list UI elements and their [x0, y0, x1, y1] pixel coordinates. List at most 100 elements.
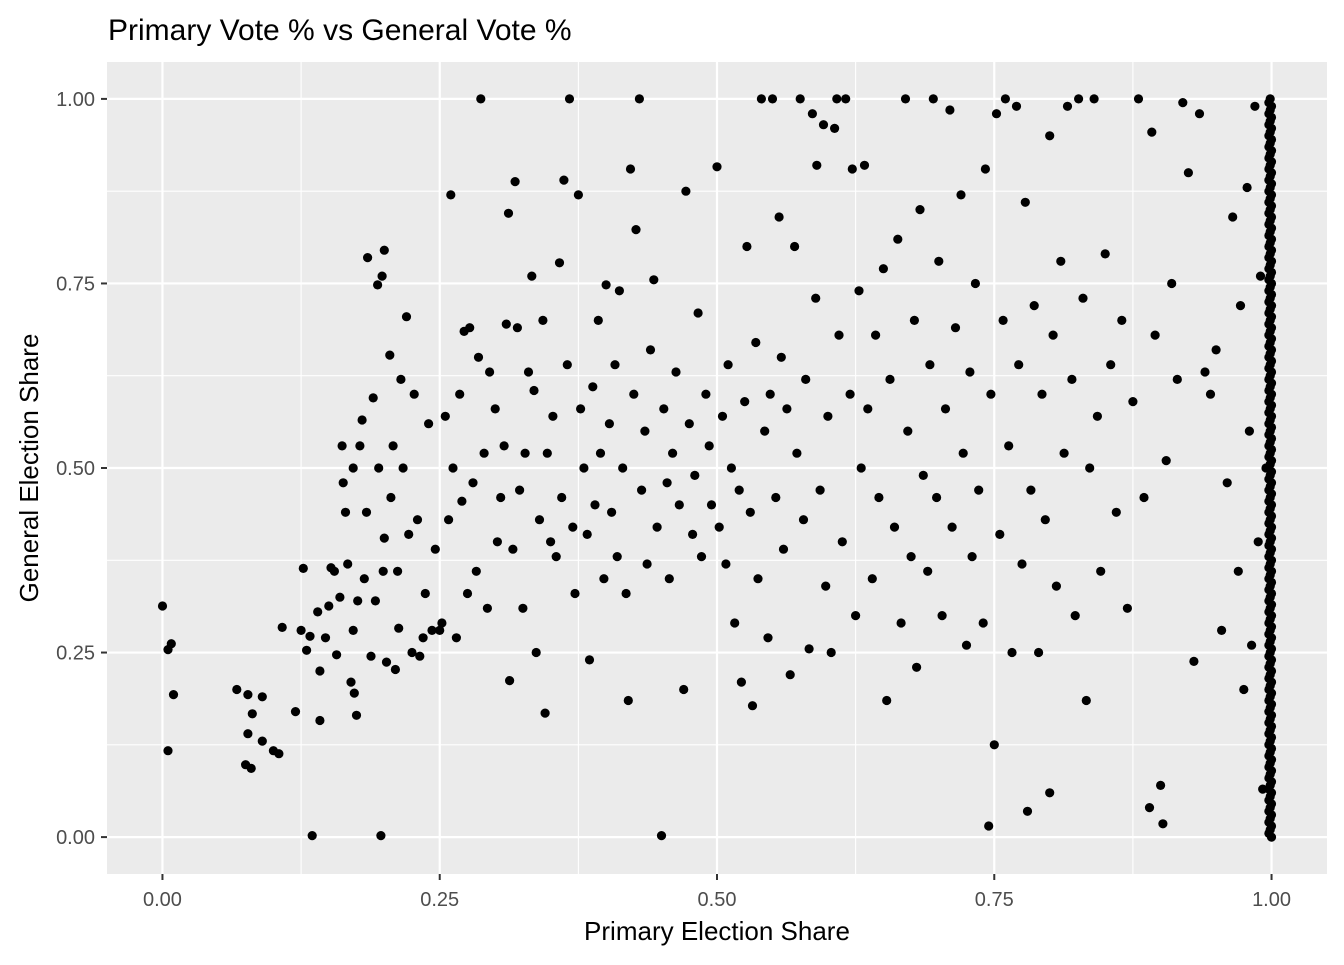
- data-point: [346, 677, 356, 687]
- data-point: [765, 389, 775, 399]
- data-point: [649, 275, 659, 285]
- data-point: [821, 581, 831, 591]
- data-point: [579, 463, 589, 473]
- data-point: [338, 478, 348, 488]
- y-axis-label: General Election Share: [14, 334, 44, 603]
- data-point: [390, 664, 400, 675]
- data-point: [717, 411, 728, 421]
- data-point: [335, 592, 345, 602]
- data-point: [593, 315, 603, 325]
- data-point: [499, 441, 509, 451]
- y-tick-label: 0.50: [56, 458, 95, 480]
- data-point: [455, 389, 465, 399]
- data-point: [674, 500, 684, 510]
- data-point: [471, 566, 481, 576]
- data-point: [377, 271, 387, 281]
- data-point: [168, 690, 179, 700]
- data-point: [551, 552, 561, 562]
- data-point: [599, 574, 609, 584]
- data-point: [1085, 463, 1095, 473]
- data-point: [157, 601, 168, 611]
- data-point: [404, 529, 414, 540]
- data-point: [554, 258, 565, 268]
- data-point: [492, 537, 502, 547]
- data-point: [854, 286, 864, 296]
- data-point: [845, 389, 855, 399]
- data-point: [714, 522, 724, 532]
- data-point: [332, 650, 342, 660]
- data-point: [915, 205, 925, 215]
- data-point: [792, 448, 802, 458]
- data-point: [490, 404, 500, 414]
- data-point: [313, 607, 323, 617]
- data-point: [991, 109, 1002, 119]
- data-point: [804, 644, 814, 654]
- data-point: [1150, 330, 1160, 340]
- data-point: [418, 633, 428, 643]
- data-point: [1014, 360, 1024, 370]
- data-point: [967, 552, 977, 562]
- data-point: [430, 544, 440, 554]
- data-point: [878, 264, 889, 274]
- data-point: [625, 164, 636, 174]
- data-point: [343, 559, 353, 569]
- data-point: [457, 496, 467, 506]
- data-point: [818, 120, 829, 130]
- data-point: [476, 94, 486, 104]
- data-point: [1074, 94, 1084, 104]
- data-point: [277, 622, 287, 633]
- data-point: [696, 552, 707, 562]
- data-point: [584, 655, 595, 665]
- data-point: [388, 441, 398, 451]
- data-point: [889, 522, 900, 532]
- data-point: [756, 94, 767, 104]
- data-point: [1062, 101, 1073, 111]
- data-point: [934, 256, 944, 266]
- data-point: [559, 175, 569, 185]
- data-point: [473, 352, 484, 362]
- data-point: [1048, 330, 1058, 340]
- data-point: [1007, 647, 1017, 658]
- data-point: [1100, 249, 1110, 259]
- data-point: [906, 552, 916, 562]
- data-point: [742, 241, 752, 252]
- data-point: [961, 640, 972, 650]
- data-point: [531, 647, 541, 658]
- data-point: [1067, 374, 1077, 384]
- data-point: [623, 695, 633, 706]
- data-point: [734, 485, 744, 495]
- data-point: [1092, 411, 1102, 421]
- data-point: [1194, 109, 1205, 119]
- data-point: [361, 507, 372, 517]
- data-point: [243, 729, 253, 739]
- data-point: [867, 574, 877, 584]
- data-point: [668, 448, 678, 458]
- data-point: [359, 574, 369, 584]
- data-point: [496, 492, 506, 503]
- data-point: [912, 662, 922, 672]
- data-point: [1056, 256, 1066, 266]
- data-point: [671, 367, 681, 377]
- data-point: [795, 94, 805, 104]
- data-point: [1244, 426, 1254, 436]
- data-point: [379, 533, 389, 543]
- data-point: [945, 105, 955, 115]
- data-point: [1235, 301, 1246, 311]
- data-point: [1128, 397, 1138, 407]
- y-tick-label: 1.00: [56, 89, 95, 111]
- data-point: [1222, 478, 1232, 488]
- data-point: [950, 323, 961, 333]
- x-axis-label: Primary Election Share: [584, 916, 850, 946]
- data-point: [618, 463, 628, 473]
- data-point: [874, 492, 884, 503]
- data-point: [485, 367, 495, 377]
- data-point: [634, 94, 645, 104]
- data-point: [823, 411, 833, 421]
- data-point: [374, 463, 384, 473]
- data-point: [1183, 168, 1193, 178]
- data-point: [841, 94, 851, 104]
- data-point: [740, 397, 750, 407]
- data-point: [1059, 448, 1069, 458]
- data-point: [348, 463, 358, 473]
